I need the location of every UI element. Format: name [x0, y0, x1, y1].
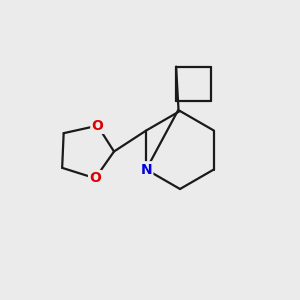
Text: O: O: [92, 119, 104, 133]
Text: O: O: [89, 171, 101, 185]
Text: N: N: [140, 163, 152, 176]
